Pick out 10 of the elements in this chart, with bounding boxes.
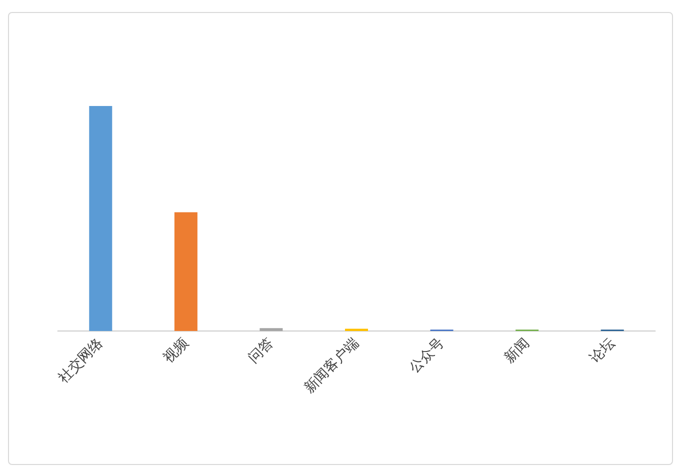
x-tick-label: 问答 (246, 335, 277, 366)
x-tick-label: 视频 (160, 335, 192, 366)
bar (260, 328, 283, 331)
x-tick-label: 公众号 (406, 335, 448, 376)
x-tick-label: 社交网络 (55, 335, 106, 386)
bar (89, 106, 112, 331)
x-tick-label: 论坛 (586, 335, 618, 366)
bar (174, 212, 198, 331)
x-tick-label: 新闻 (502, 335, 533, 366)
x-tick-label: 新闻客户端 (301, 335, 362, 396)
